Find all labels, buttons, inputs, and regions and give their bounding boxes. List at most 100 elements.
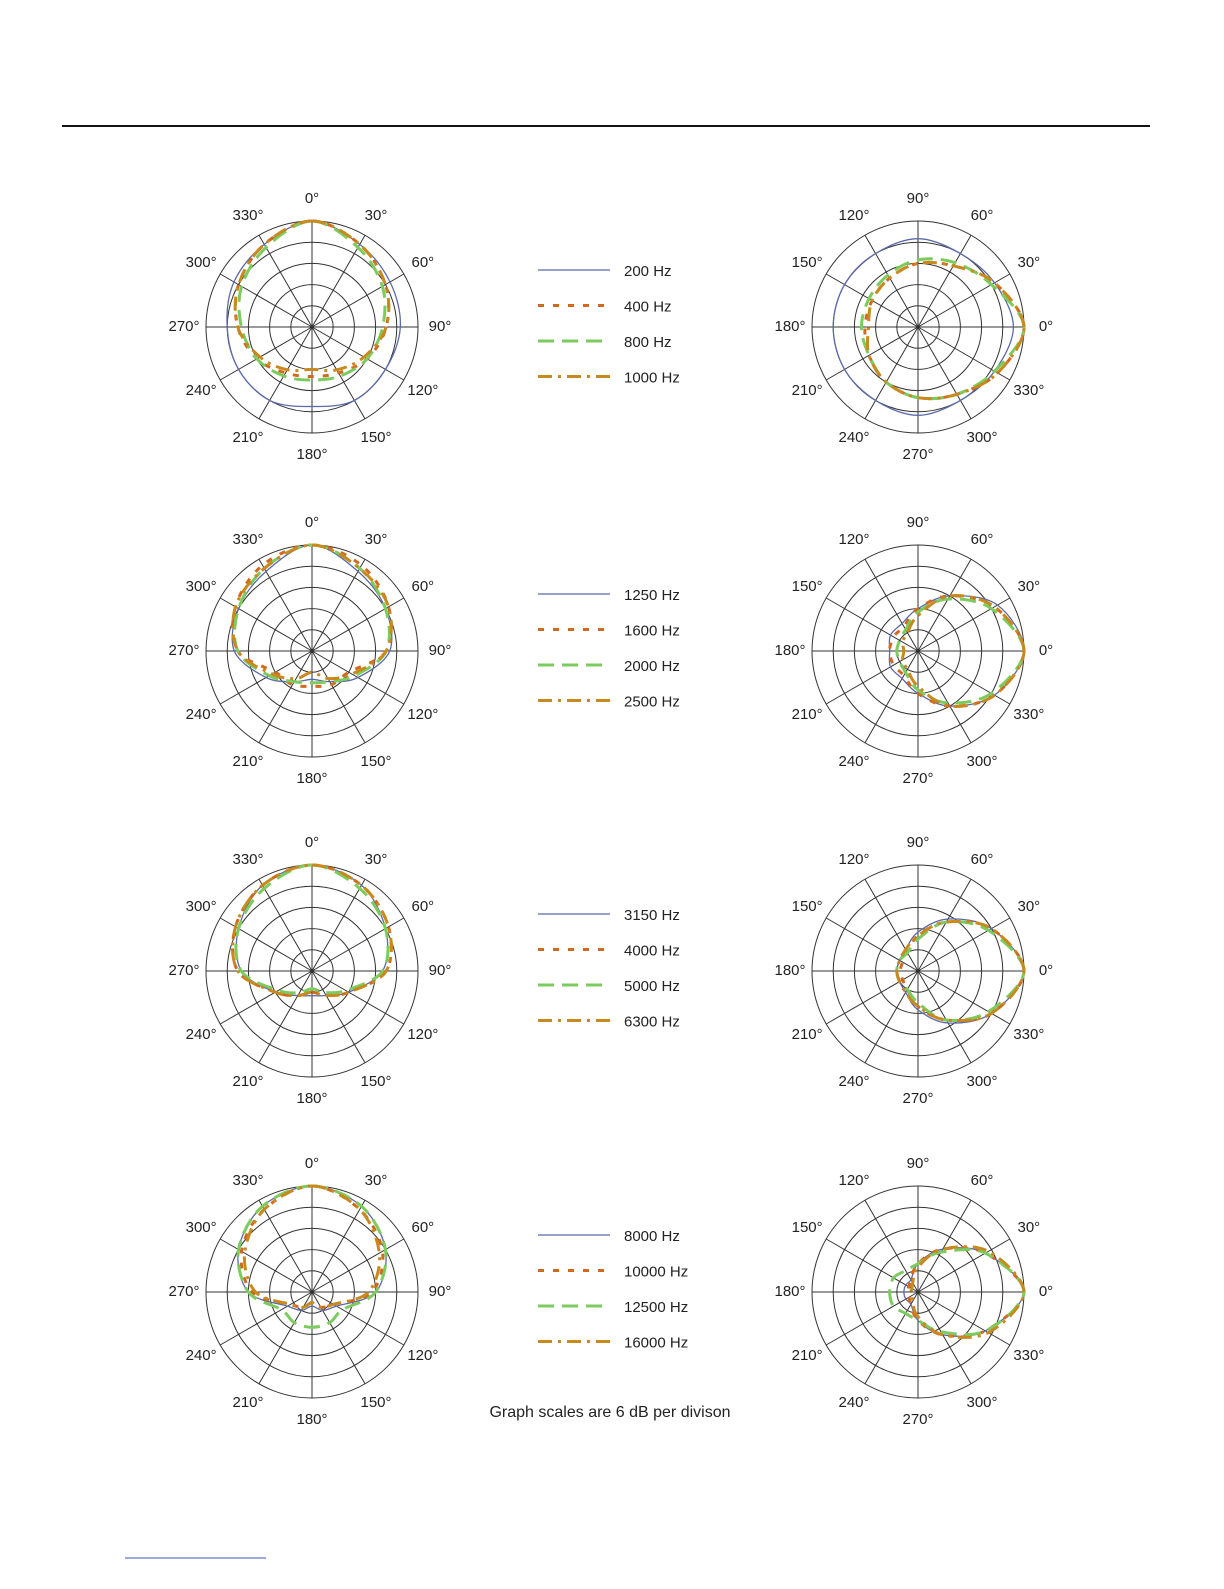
angle-label: 330° <box>1013 706 1044 723</box>
spoke-grid <box>917 650 1011 705</box>
spoke-grid <box>917 1291 972 1385</box>
spoke-grid <box>311 917 405 972</box>
polar-curve <box>231 863 393 998</box>
legend-label: 6300 Hz <box>624 1013 680 1030</box>
angle-label: 30° <box>365 1172 388 1189</box>
angle-label: 180° <box>296 446 327 463</box>
angle-label: 300° <box>186 1219 217 1236</box>
legend-label: 3150 Hz <box>624 907 680 924</box>
spoke-grid <box>258 970 313 1064</box>
angle-label: 150° <box>360 753 391 770</box>
angle-label: 90° <box>429 642 452 659</box>
angle-label: 150° <box>792 578 823 595</box>
angle-label: 240° <box>186 1026 217 1043</box>
spoke-grid <box>219 273 313 328</box>
spoke-grid <box>258 878 313 972</box>
angle-label: 0° <box>1039 318 1053 335</box>
angle-label: 30° <box>1018 578 1041 595</box>
spoke-grid <box>917 597 1011 652</box>
spoke-grid <box>864 234 919 328</box>
spoke-grid <box>311 1199 366 1293</box>
angle-label: 30° <box>365 207 388 224</box>
spoke-grid <box>825 597 919 652</box>
spoke-grid <box>864 1199 919 1293</box>
angle-label: 90° <box>907 1155 930 1172</box>
spoke-grid <box>258 650 313 744</box>
polar-curve <box>895 597 1026 705</box>
angle-label: 180° <box>296 1411 327 1428</box>
polar-curve <box>832 238 1015 416</box>
angle-label: 210° <box>232 429 263 446</box>
angle-label: 120° <box>838 851 869 868</box>
spoke-grid <box>219 1291 313 1346</box>
angle-label: 270° <box>902 446 933 463</box>
angle-label: 270° <box>168 1283 199 1300</box>
angle-label: 270° <box>902 770 933 787</box>
angle-label: 0° <box>305 514 319 531</box>
legend-label: 1000 Hz <box>624 369 680 386</box>
angle-label: 240° <box>186 382 217 399</box>
angle-label: 120° <box>407 706 438 723</box>
legend-label: 5000 Hz <box>624 978 680 995</box>
spoke-grid <box>864 970 919 1064</box>
angle-label: 210° <box>792 1347 823 1364</box>
angle-label: 120° <box>407 1347 438 1364</box>
angle-label: 0° <box>1039 1283 1053 1300</box>
angle-label: 0° <box>305 190 319 207</box>
spoke-grid <box>917 917 1011 972</box>
angle-label: 330° <box>1013 1026 1044 1043</box>
angle-label: 330° <box>232 207 263 224</box>
angle-label: 330° <box>232 531 263 548</box>
angle-label: 240° <box>838 429 869 446</box>
angle-label: 150° <box>792 898 823 915</box>
legend-label: 2000 Hz <box>624 658 680 675</box>
angle-label: 330° <box>1013 1347 1044 1364</box>
angle-label: 120° <box>838 1172 869 1189</box>
angle-label: 90° <box>429 962 452 979</box>
angle-label: 240° <box>838 1394 869 1411</box>
angle-label: 240° <box>838 1073 869 1090</box>
angle-label: 270° <box>902 1411 933 1428</box>
angle-label: 0° <box>305 834 319 851</box>
angle-label: 0° <box>305 1155 319 1172</box>
spoke-grid <box>825 326 919 381</box>
spoke-grid <box>311 326 405 381</box>
spoke-grid <box>258 326 313 420</box>
polar-curve <box>231 543 393 681</box>
spoke-grid <box>311 597 405 652</box>
angle-label: 180° <box>774 318 805 335</box>
angle-label: 60° <box>971 851 994 868</box>
spoke-grid <box>311 273 405 328</box>
angle-label: 270° <box>168 962 199 979</box>
angle-label: 240° <box>186 706 217 723</box>
angle-label: 150° <box>360 1394 391 1411</box>
angle-label: 0° <box>1039 642 1053 659</box>
angle-label: 300° <box>186 254 217 271</box>
angle-label: 270° <box>902 1090 933 1107</box>
legend-label: 16000 Hz <box>624 1334 688 1351</box>
spoke-grid <box>825 1238 919 1293</box>
angle-label: 60° <box>412 1219 435 1236</box>
angle-label: 90° <box>429 1283 452 1300</box>
angle-label: 240° <box>838 753 869 770</box>
angle-label: 60° <box>412 578 435 595</box>
spoke-grid <box>917 970 972 1064</box>
spoke-grid <box>864 1291 919 1385</box>
spoke-grid <box>311 1291 405 1346</box>
spoke-grid <box>917 650 972 744</box>
legend-label: 10000 Hz <box>624 1263 688 1280</box>
angle-label: 180° <box>774 962 805 979</box>
legend-label: 200 Hz <box>624 263 672 280</box>
spoke-grid <box>311 878 366 972</box>
legend-label: 1250 Hz <box>624 587 680 604</box>
angle-label: 120° <box>838 207 869 224</box>
angle-label: 210° <box>232 753 263 770</box>
angle-label: 210° <box>232 1073 263 1090</box>
spoke-grid <box>917 1291 1011 1346</box>
spoke-grid <box>311 1238 405 1293</box>
legend-label: 8000 Hz <box>624 1228 680 1245</box>
angle-label: 90° <box>907 514 930 531</box>
angle-label: 60° <box>971 207 994 224</box>
spoke-grid <box>311 970 366 1064</box>
spoke-grid <box>311 234 366 328</box>
